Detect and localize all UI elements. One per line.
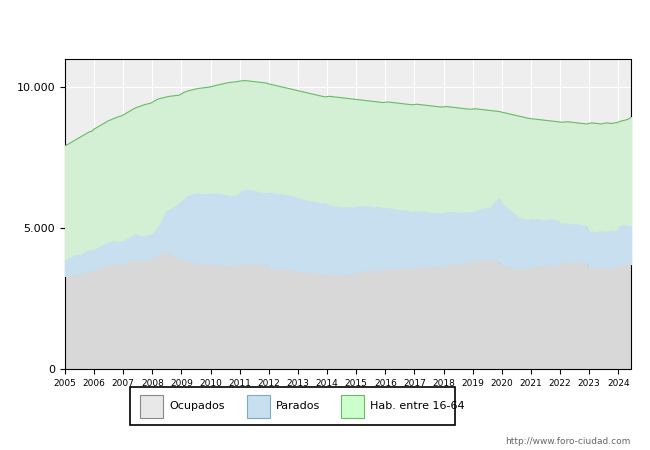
- FancyBboxPatch shape: [130, 387, 455, 425]
- Bar: [341, 395, 364, 418]
- Bar: [247, 395, 270, 418]
- Text: Hab. entre 16-64: Hab. entre 16-64: [370, 401, 465, 411]
- Text: Parados: Parados: [276, 401, 320, 411]
- Text: Sant Carles de la Ràpita - Evolucion de la poblacion en edad de Trabajar Mayo de: Sant Carles de la Ràpita - Evolucion de …: [21, 17, 629, 30]
- Bar: [140, 395, 162, 418]
- Text: Ocupados: Ocupados: [169, 401, 224, 411]
- Text: http://www.foro-ciudad.com: http://www.foro-ciudad.com: [505, 436, 630, 446]
